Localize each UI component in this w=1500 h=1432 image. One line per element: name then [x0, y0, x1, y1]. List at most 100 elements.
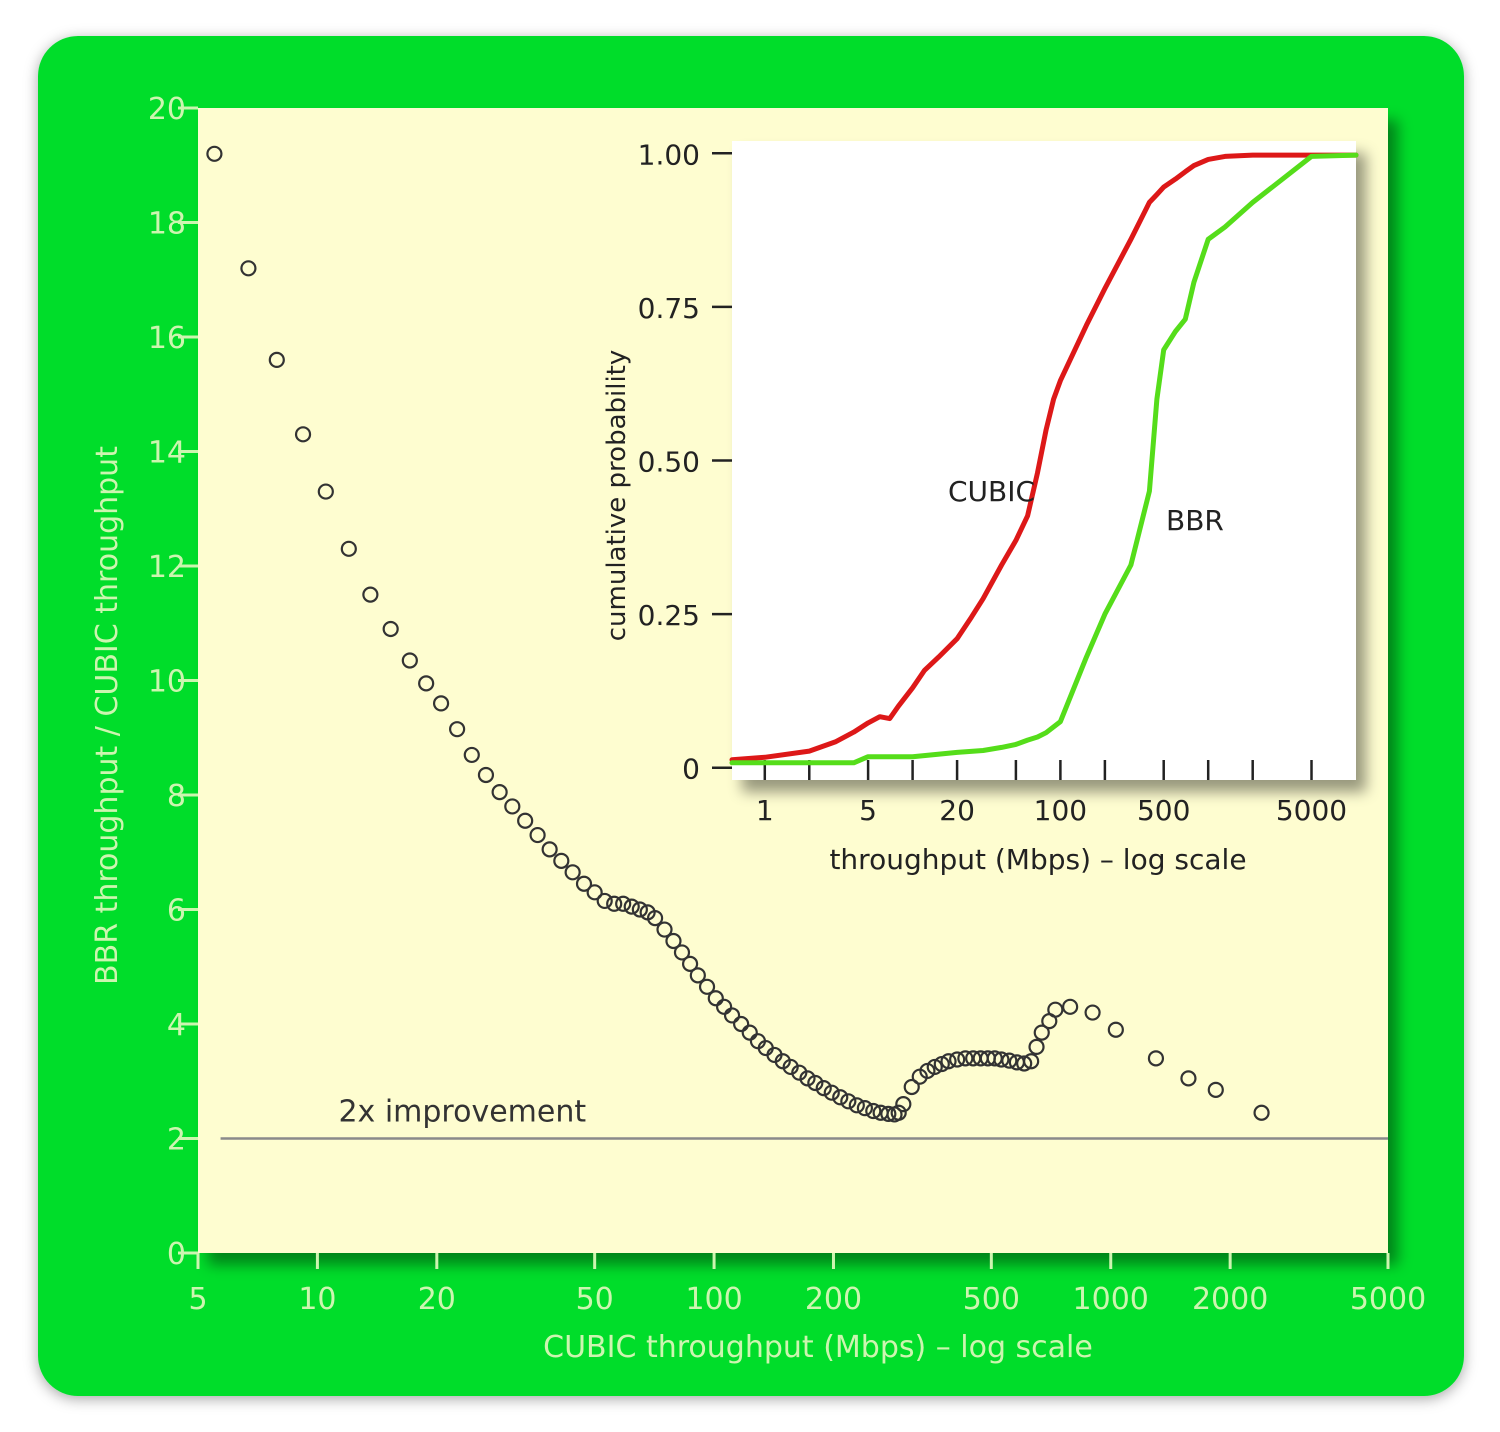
- series-label-bbr: BBR: [1166, 504, 1224, 537]
- scatter-point: [1001, 1052, 1018, 1069]
- inset-y-tick-label: 0: [682, 753, 700, 786]
- scatter-point: [733, 1015, 750, 1033]
- scatter-point: [957, 1050, 974, 1067]
- scatter-point: [880, 1105, 897, 1122]
- scatter-point: [1207, 1081, 1224, 1098]
- scatter-point: [656, 921, 673, 938]
- scatter-point: [606, 895, 623, 912]
- scatter-point: [575, 875, 593, 892]
- inset-y-axis-title: cumulative probability: [602, 350, 632, 642]
- inset-y-tick-label: 0.75: [638, 292, 700, 325]
- scatter-point: [517, 812, 534, 829]
- inset-chart: 0 0.25 0.50 0.75 1.00 1 5 20 100 500 5000 throughpu…: [602, 138, 1359, 876]
- scatter-point: [1147, 1050, 1165, 1067]
- inset-x-tick-label: 100: [1034, 794, 1087, 827]
- inset-x-tick-label: 5: [859, 794, 877, 827]
- scatter-point: [596, 892, 613, 910]
- scatter-point: [903, 1078, 920, 1096]
- scatter-point: [586, 884, 603, 901]
- scatter-point: [926, 1058, 943, 1076]
- scatter-point: [865, 1102, 882, 1120]
- main-x-tick-label: 2000: [1192, 1282, 1268, 1317]
- scatter-point: [707, 990, 724, 1007]
- scatter-point: [815, 1080, 832, 1097]
- main-y-tick-label: 4: [167, 1008, 186, 1043]
- scatter-point: [615, 895, 632, 912]
- scatter-point: [1062, 998, 1079, 1015]
- series-line-bbr: [729, 152, 1359, 766]
- scatter-points: [206, 145, 1270, 1123]
- scatter-point: [823, 1084, 840, 1101]
- scatter-point: [504, 798, 521, 815]
- scatter-point: [401, 652, 418, 669]
- scatter-point: [553, 852, 570, 869]
- scatter-point: [848, 1097, 865, 1114]
- scatter-point: [432, 695, 450, 712]
- scatter-point: [491, 784, 508, 801]
- scatter-point: [1033, 1024, 1050, 1041]
- scatter-point: [1180, 1070, 1197, 1087]
- scatter-point: [1028, 1038, 1045, 1056]
- main-x-tick-label: 1000: [1073, 1282, 1149, 1317]
- series-line-cubic: [729, 152, 1359, 763]
- main-y-axis-title: BBR throughput / CUBIC throughput: [90, 446, 125, 985]
- inset-y-tick-label: 0.25: [638, 599, 700, 632]
- inset-x-tick-label: 20: [939, 794, 975, 827]
- scatter-point: [449, 721, 466, 738]
- scatter-point: [723, 1007, 741, 1024]
- scatter-point: [993, 1051, 1010, 1068]
- scatter-point: [294, 426, 312, 443]
- scatter-point: [631, 901, 648, 918]
- scatter-point: [832, 1089, 849, 1106]
- scatter-point: [240, 260, 257, 277]
- inset-y-tick-label: 1.00: [638, 138, 700, 171]
- inset-x-tick-label: 5000: [1276, 794, 1347, 827]
- scatter-point: [646, 909, 664, 927]
- main-y-tick-label: 0: [167, 1237, 186, 1272]
- scatter-point: [564, 864, 581, 881]
- scatter-point: [382, 620, 399, 638]
- main-x-tick-label: 500: [963, 1282, 1020, 1317]
- scatter-point: [418, 675, 435, 692]
- main-y-tick-label: 6: [167, 894, 186, 929]
- main-y-tick-label: 8: [167, 779, 186, 814]
- scatter-point: [895, 1096, 912, 1113]
- scatter-point: [1023, 1053, 1040, 1070]
- scatter-point: [268, 351, 285, 368]
- scatter-point: [623, 898, 640, 915]
- main-y-tick-label: 16: [148, 321, 186, 356]
- main-x-tick-label: 20: [418, 1282, 456, 1317]
- inset-y-tick-label: 0.50: [638, 446, 700, 479]
- main-y-tick-label: 12: [148, 550, 186, 585]
- scatter-point: [541, 841, 558, 858]
- main-x-tick-label: 50: [576, 1282, 614, 1317]
- figure-card: 0 2 4 6 8 10 12 14 16 18 20 5 10 20 50 100 200 500 1000 200…: [38, 36, 1464, 1396]
- scatter-point: [665, 932, 682, 950]
- scatter-point: [1084, 1004, 1101, 1021]
- main-x-tick-label: 10: [298, 1282, 336, 1317]
- scatter-point: [689, 967, 706, 984]
- main-y-tick-label: 10: [148, 665, 186, 700]
- scatter-point: [317, 483, 334, 500]
- scatter-point: [698, 978, 716, 995]
- scatter-point: [673, 944, 691, 961]
- scatter-point: [807, 1074, 824, 1092]
- scatter-point: [340, 540, 357, 557]
- scatter-point: [949, 1051, 966, 1068]
- scatter-point: [741, 1024, 758, 1041]
- scatter-point: [1107, 1021, 1124, 1038]
- inset-x-tick-label: 1: [756, 794, 774, 827]
- scatter-point: [681, 955, 699, 972]
- scatter-point: [1016, 1055, 1033, 1072]
- scatter-point: [799, 1070, 816, 1087]
- scatter-point: [206, 145, 223, 162]
- scatter-point: [477, 766, 495, 784]
- scatter-point: [940, 1053, 957, 1070]
- scatter-point: [856, 1100, 873, 1117]
- scatter-point: [529, 826, 546, 844]
- scatter-point: [791, 1064, 808, 1081]
- main-x-tick-label: 200: [805, 1282, 862, 1317]
- scatter-point: [840, 1093, 857, 1110]
- main-y-tick-label: 2: [167, 1123, 186, 1158]
